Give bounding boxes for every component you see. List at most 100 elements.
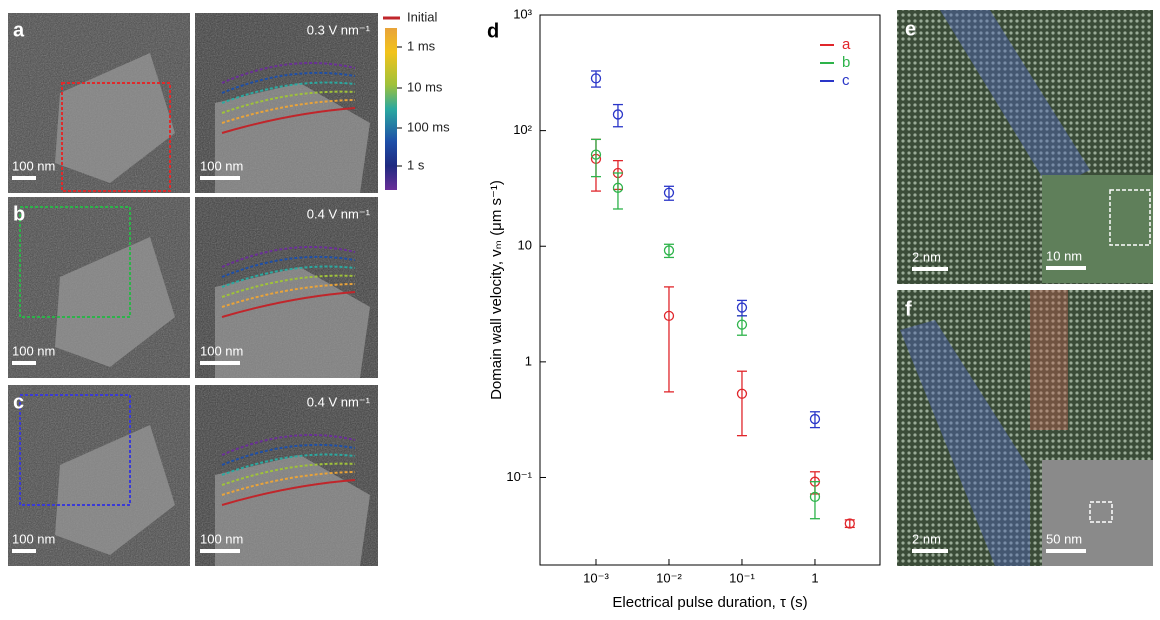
wall-trace [221, 453, 356, 476]
domain [55, 425, 175, 555]
point [809, 413, 821, 425]
wall-trace [221, 255, 356, 278]
wall-trace [221, 274, 356, 298]
point [590, 149, 602, 160]
scale-bar [200, 549, 240, 553]
colorbar-label: 100 ms [407, 119, 450, 134]
wall-band [900, 320, 1030, 566]
panel-label: f [905, 298, 912, 320]
point [844, 518, 855, 529]
x-tick-label: 1 [811, 570, 818, 585]
wall-trace [221, 291, 356, 318]
colorbar-label: 1 s [407, 157, 425, 172]
inset-box [1089, 501, 1113, 523]
panel-label: e [905, 18, 916, 40]
scale-label: 2 nm [912, 249, 941, 264]
scale-label: 100 nm [12, 531, 55, 546]
point [736, 319, 748, 330]
scale-bar [12, 361, 36, 365]
point [590, 73, 602, 84]
point [612, 182, 624, 193]
panel-label: b [13, 203, 25, 225]
scale-label: 50 nm [1046, 531, 1082, 546]
point [663, 310, 675, 322]
inset-box [1109, 189, 1151, 246]
x-tick-label: 10⁻² [656, 570, 682, 585]
x-tick-label: 10⁻³ [583, 570, 609, 585]
scale-bar [200, 176, 240, 180]
inset [1042, 460, 1153, 566]
scale-bar [12, 549, 36, 553]
point [736, 302, 748, 313]
scale-label: 100 nm [12, 343, 55, 358]
wall-trace [221, 265, 356, 288]
error-bar [736, 315, 747, 336]
field-label: 0.3 V nm⁻¹ [307, 22, 371, 37]
panel-label: c [13, 391, 24, 413]
point [663, 187, 675, 198]
wall-trace [221, 90, 356, 114]
colorbar-label: 1 ms [407, 38, 436, 53]
wall-trace [221, 246, 356, 268]
wall-trace [221, 62, 356, 84]
wall-trace [221, 434, 356, 456]
region-box [19, 394, 131, 506]
point [612, 109, 624, 120]
y-axis-label: Domain wall velocity, vₘ (μm s⁻¹) [488, 180, 505, 400]
error-bar [612, 103, 623, 128]
field-label: 0.4 V nm⁻¹ [307, 206, 371, 221]
plot-frame [539, 14, 881, 566]
wall-trace [221, 71, 356, 94]
region-box [19, 206, 131, 318]
scale-label: 2 nm [912, 531, 941, 546]
field-label: 0.4 V nm⁻¹ [307, 394, 371, 409]
legend-label: b [842, 54, 850, 71]
panel-label: d [487, 20, 499, 42]
wall-trace [221, 479, 356, 506]
x-tick-label: 10⁻¹ [729, 570, 755, 585]
point [809, 491, 821, 502]
error-bar [809, 481, 820, 520]
scale-label: 10 nm [1046, 248, 1082, 263]
y-tick-label: 10 [518, 238, 532, 253]
scale-label: 100 nm [200, 531, 243, 546]
scale-bar [912, 549, 948, 553]
wall-trace [221, 283, 356, 308]
wall-trace [221, 462, 356, 486]
y-tick-label: 10² [513, 122, 532, 137]
wall-trace [221, 81, 356, 104]
scale-bar [200, 361, 240, 365]
error-bar [590, 138, 601, 178]
scale-bar [12, 176, 36, 180]
wall-trace [221, 99, 356, 124]
wall-band [1030, 290, 1068, 430]
point [663, 245, 675, 256]
wall-trace [221, 471, 356, 496]
colorbar-label: Initial [407, 9, 437, 24]
region-box [61, 82, 171, 192]
wall-trace [221, 443, 356, 466]
scale-label: 100 nm [200, 158, 243, 173]
scale-bar [1046, 549, 1086, 553]
inset [1042, 175, 1153, 283]
y-tick-label: 10³ [513, 6, 532, 21]
legend-label: a [842, 36, 851, 53]
panel-label: a [13, 19, 25, 41]
error-bar [663, 286, 674, 393]
scale-bar [1046, 266, 1086, 270]
scale-bar [912, 267, 948, 271]
domain [55, 53, 175, 183]
y-tick-label: 1 [525, 353, 532, 368]
scale-label: 100 nm [12, 158, 55, 173]
error-bar [736, 370, 747, 437]
wall-trace [221, 107, 356, 134]
wall-band [940, 10, 1090, 190]
point [736, 388, 748, 399]
colorbar-label: 10 ms [407, 79, 443, 94]
domain [55, 237, 175, 367]
y-tick-label: 10⁻¹ [506, 469, 532, 484]
scale-label: 100 nm [200, 343, 243, 358]
legend-label: c [842, 72, 850, 89]
x-axis-label: Electrical pulse duration, τ (s) [612, 594, 807, 611]
